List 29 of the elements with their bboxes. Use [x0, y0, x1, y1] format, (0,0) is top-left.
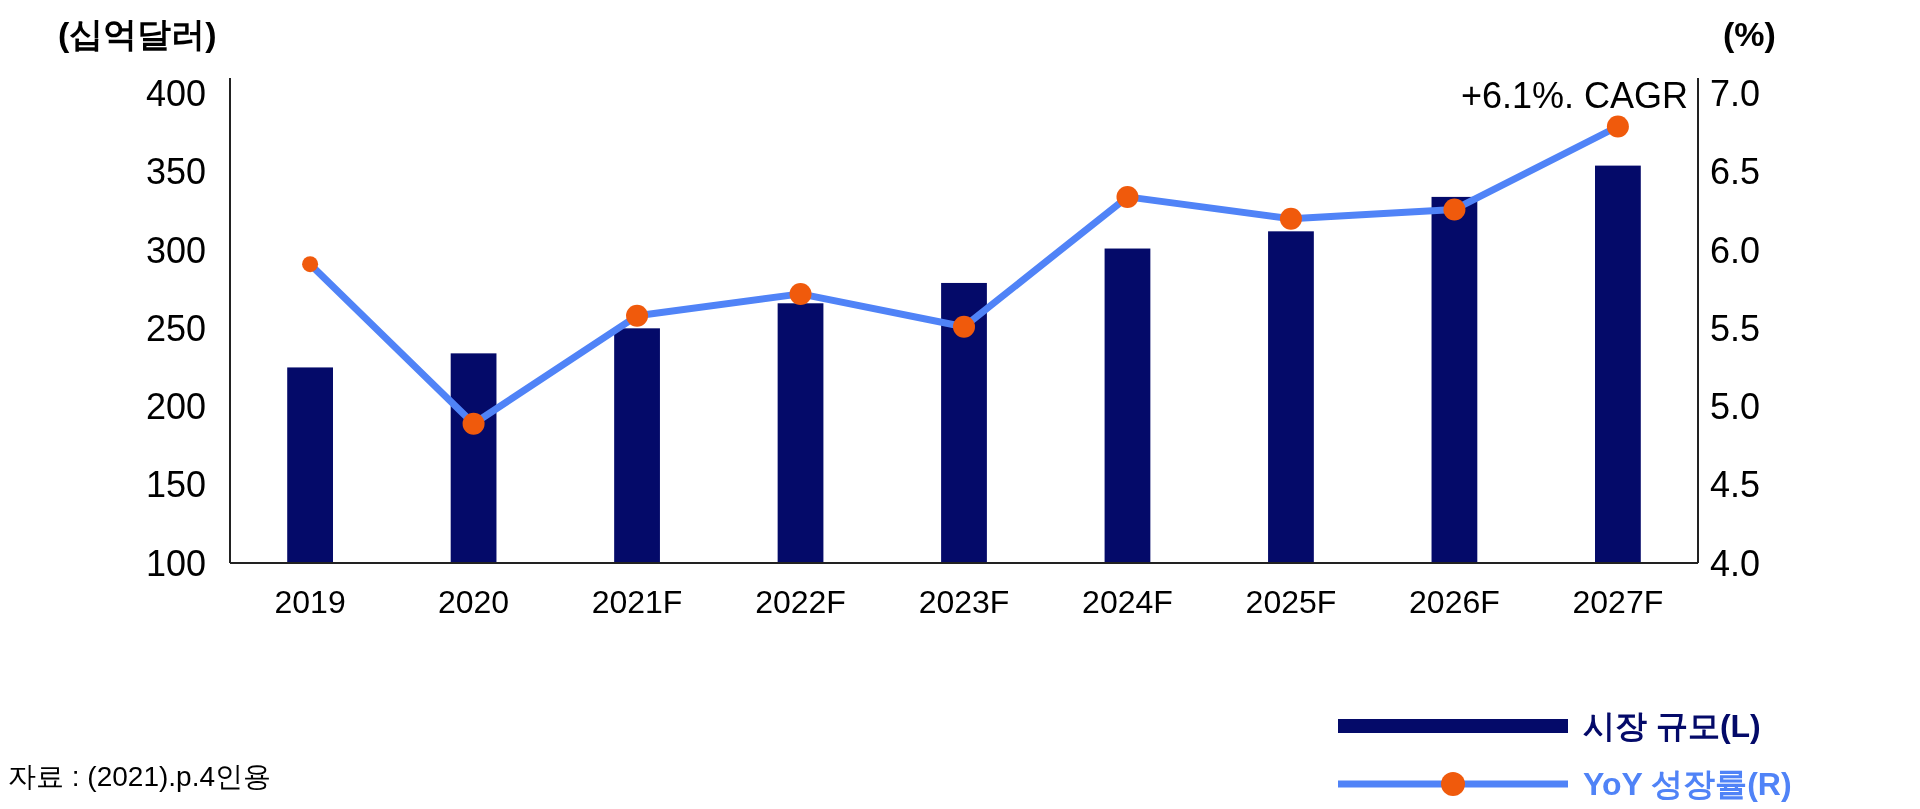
- y-tick-label: 150: [145, 464, 206, 506]
- y-tick-label: 300: [145, 229, 206, 271]
- x-tick-label: 2026F: [1409, 584, 1500, 620]
- y2-tick-label: 4.5: [1710, 464, 1761, 506]
- y2-tick-label: 6.0: [1710, 229, 1761, 271]
- y2-tick-label: 4.0: [1710, 542, 1761, 584]
- x-tick-label: 2024F: [1082, 584, 1173, 620]
- y-axis-title: (십억달러): [58, 15, 217, 53]
- y2-tick-label: 6.5: [1710, 151, 1761, 193]
- text: YoY 성장률(R): [1583, 766, 1792, 803]
- annotation: +6.1%. CAGR: [1460, 75, 1688, 116]
- x-tick-label: 2027F: [1572, 584, 1664, 620]
- y2-tick-label: 5.5: [1710, 307, 1761, 349]
- y-tick-label: 350: [145, 151, 206, 193]
- text: 시장 규모(L): [1583, 708, 1761, 745]
- y2-tick-label: 7.0: [1710, 73, 1761, 115]
- text: 자료 : (2021).p.4인용: [8, 761, 271, 792]
- y2-axis-title: (%): [1723, 15, 1776, 53]
- y2-tick-label: 5.0: [1710, 386, 1761, 428]
- y-tick-label: 100: [145, 542, 206, 584]
- x-tick-label: 2021F: [591, 584, 683, 620]
- x-tick-label: 2019: [274, 584, 346, 620]
- x-tick-label: 2022F: [755, 584, 846, 620]
- x-tick-label: 2025F: [1245, 584, 1337, 620]
- y-tick-label: 200: [145, 386, 206, 428]
- y-tick-label: 250: [145, 307, 206, 349]
- y-tick-label: 400: [145, 73, 206, 115]
- x-tick-label: 2023F: [918, 584, 1010, 620]
- x-tick-label: 2020: [437, 584, 510, 620]
